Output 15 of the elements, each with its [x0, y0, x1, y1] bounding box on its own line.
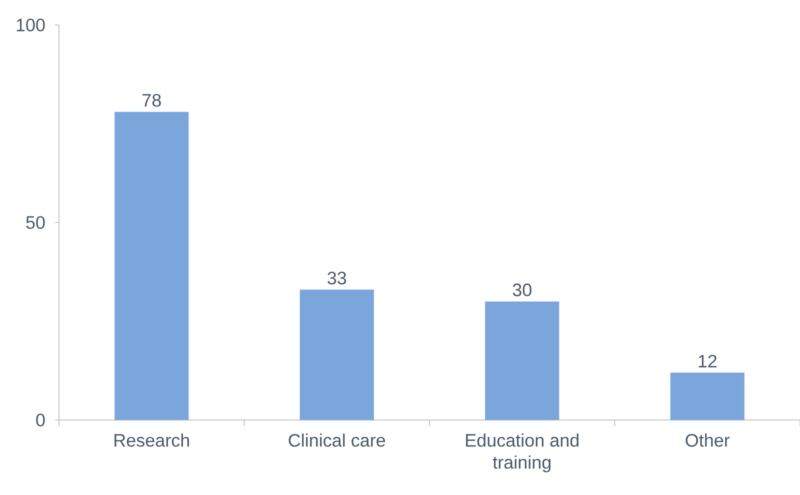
data-label: 78 [142, 94, 161, 107]
bar [114, 112, 189, 420]
x-tick-label: Education and training [466, 434, 578, 472]
data-label: 30 [512, 284, 532, 296]
x-tick-label: Research [114, 434, 189, 447]
x-tick-label: Other [686, 434, 730, 447]
y-tick-label: 100 [16, 18, 45, 32]
y-tick-label: 0 [36, 414, 45, 426]
data-label: 33 [328, 272, 346, 284]
bar [670, 372, 744, 420]
x-tick-label: Clinical care [288, 434, 386, 447]
bar [485, 302, 560, 420]
bar [300, 290, 374, 420]
data-label: 12 [698, 354, 716, 368]
y-tick-label: 50 [26, 216, 45, 229]
